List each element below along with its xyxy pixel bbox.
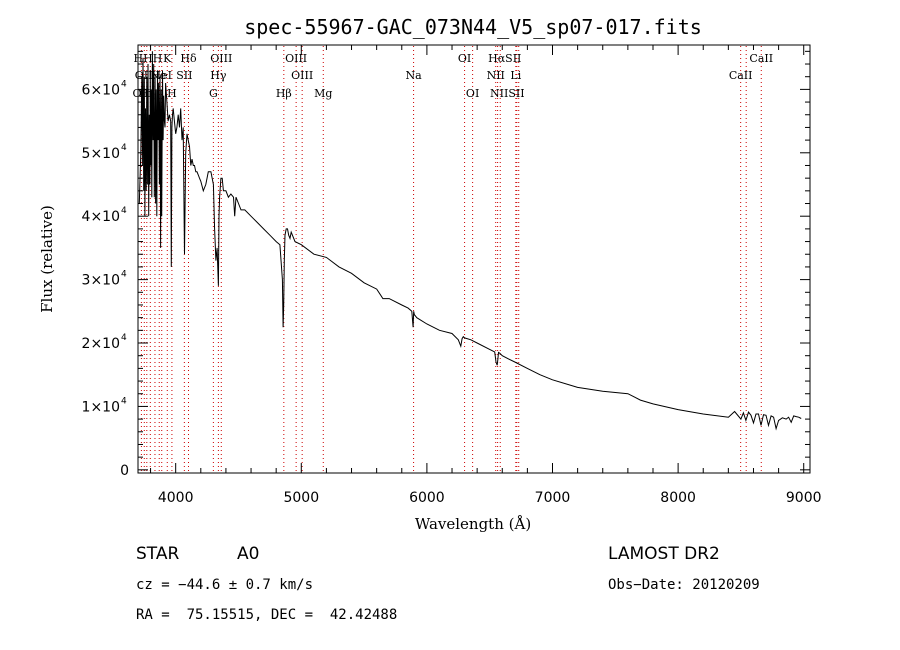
line-label: G <box>209 87 218 100</box>
y-tick-label: 2×10 <box>82 336 120 352</box>
x-tick-label: 5000 <box>283 490 319 506</box>
line-label: HeI <box>152 69 172 82</box>
x-axis: 4000 5000 6000 7000 8000 9000 <box>150 45 822 506</box>
y-tick-exponent: 4 <box>121 396 127 406</box>
line-label: CaII <box>729 69 753 82</box>
line-label: OIII <box>210 52 232 65</box>
line-label: Li <box>510 69 521 82</box>
y-tick-exponent: 4 <box>121 270 127 280</box>
x-axis-label: Wavelength (Å) <box>415 515 531 533</box>
coordinates: RA = 75.15515, DEC = 42.42488 <box>136 607 397 623</box>
spectrum-series <box>138 51 802 431</box>
y-tick-label: 6×10 <box>82 82 120 98</box>
x-tick-label: 6000 <box>409 490 445 506</box>
obs-date: Obs−Date: 20120209 <box>608 577 760 593</box>
y-tick-exponent: 4 <box>121 143 127 153</box>
line-label: HαSII <box>488 52 521 65</box>
y-tick-exponent: 4 <box>121 333 127 343</box>
line-label: OI <box>466 87 479 100</box>
y-axis-label: Flux (relative) <box>38 205 56 313</box>
line-markers <box>140 46 762 472</box>
subclass: A0 <box>237 544 259 564</box>
line-label: Hβ <box>276 87 292 100</box>
y-tick-label: 1×10 <box>82 399 120 415</box>
y-axis: 01×10 42×10 43×10 44×10 45×10 46×10 4 <box>82 50 810 479</box>
x-tick-label: 7000 <box>535 490 571 506</box>
line-label: OI <box>458 52 471 65</box>
redshift: cz = −44.6 ± 0.7 km/s <box>136 577 313 593</box>
line-label: NII <box>487 69 505 82</box>
line-label: CaII <box>749 52 773 65</box>
line-label: Hγ <box>210 69 227 82</box>
y-tick-exponent: 4 <box>121 79 127 89</box>
line-label: K <box>163 52 172 65</box>
line-label: Na <box>405 69 422 82</box>
line-label: OIII <box>285 52 307 65</box>
line-label: Hδ <box>180 52 197 65</box>
object-type: STAR <box>136 544 179 564</box>
survey-name: LAMOST DR2 <box>608 544 720 564</box>
y-tick-exponent: 4 <box>121 206 127 216</box>
y-tick-label: 0 <box>120 463 129 479</box>
line-label: SII <box>176 69 192 82</box>
x-tick-label: 9000 <box>786 490 822 506</box>
y-tick-label: 4×10 <box>82 209 120 225</box>
plot-frame <box>137 44 811 474</box>
y-tick-label: 5×10 <box>82 146 120 162</box>
line-label: Mg <box>314 87 332 100</box>
line-label: H <box>167 87 177 100</box>
chart-title: spec-55967-GAC_073N44_V5_sp07-017.fits <box>244 15 702 39</box>
x-tick-label: 4000 <box>158 490 194 506</box>
line-label: OIII <box>291 69 313 82</box>
line-label: HHH <box>134 52 163 65</box>
line-label: NIISII <box>490 87 525 100</box>
x-tick-label: 8000 <box>660 490 696 506</box>
y-tick-label: 3×10 <box>82 273 120 289</box>
